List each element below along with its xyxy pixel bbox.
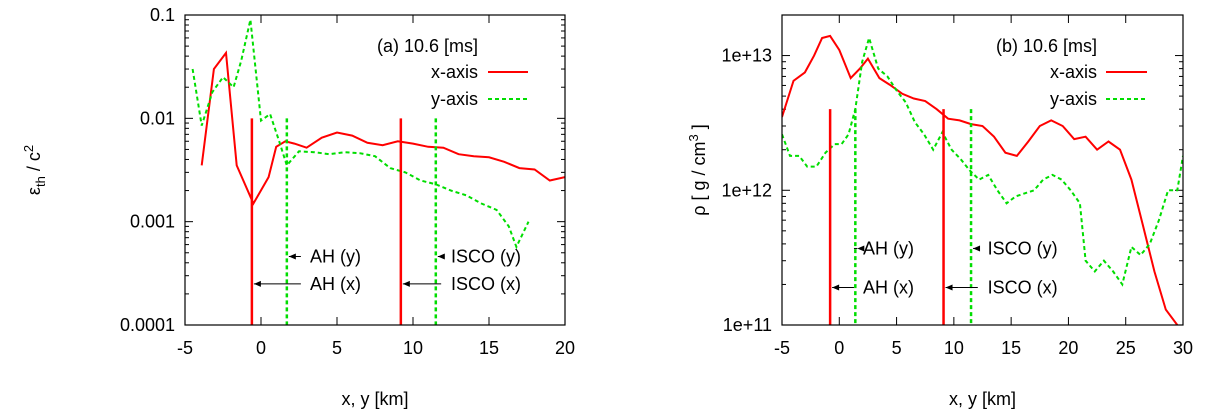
annotation-label: ISCO (y) xyxy=(988,238,1058,258)
legend-label-x-axis: x-axis xyxy=(431,62,478,82)
arrowhead xyxy=(973,245,981,252)
plot-area xyxy=(782,34,1183,325)
panel-a: -5 0 5 10 15 20 0.0001 0.001 0.01 0.1 AH (y) AH (x)… xyxy=(21,5,575,409)
series-line-y-axis xyxy=(782,34,1183,287)
panel-b: -5 0 5 10 15 20 25 30 1e+11 1e+12 1e+13 AH (y) AH (x… xyxy=(686,14,1193,409)
x-tick-label: 0 xyxy=(256,338,266,358)
series-line-y-axis xyxy=(191,19,530,250)
x-tick-label: 25 xyxy=(1116,338,1136,358)
y-tick-label: 1e+12 xyxy=(721,180,772,200)
annotation-label: ISCO (y) xyxy=(451,247,521,267)
legend-label-x-axis: x-axis xyxy=(1050,62,1097,82)
annotation-label: ISCO (x) xyxy=(988,277,1058,297)
panel-label: (a) 10.6 [ms] xyxy=(377,36,478,56)
y-tick-label: 0.1 xyxy=(150,5,175,25)
x-tick-label: 10 xyxy=(944,338,964,358)
arrowhead xyxy=(857,245,865,252)
x-tick-label: 30 xyxy=(1173,338,1193,358)
y-axis-label: εth / c2 xyxy=(21,145,48,195)
x-tick-label: 20 xyxy=(1058,338,1078,358)
x-tick-label: 0 xyxy=(834,338,844,358)
x-tick-label: 5 xyxy=(892,338,902,358)
plot-area xyxy=(191,19,565,325)
arrowhead xyxy=(253,280,261,287)
annotation-label: ISCO (x) xyxy=(451,274,521,294)
legend-label-y-axis: y-axis xyxy=(1050,89,1097,109)
annotation-label: AH (x) xyxy=(863,277,914,297)
plot-frame xyxy=(781,14,1184,326)
arrowhead xyxy=(402,280,410,287)
x-tick-label: 10 xyxy=(403,338,423,358)
y-axis-label: ρ [ g / cm3 ] xyxy=(686,124,709,216)
y-tick-label: 0.01 xyxy=(140,108,175,128)
x-tick-label: 5 xyxy=(332,338,342,358)
arrowhead xyxy=(832,284,840,291)
annotation-label: AH (x) xyxy=(310,274,361,294)
y-tick-label: 0.0001 xyxy=(120,315,175,335)
y-tick-label: 1e+11 xyxy=(723,315,772,335)
panel-label: (b) 10.6 [ms] xyxy=(996,36,1097,56)
annotation-label: AH (y) xyxy=(863,238,914,258)
x-tick-label: 15 xyxy=(479,338,499,358)
plot-frame xyxy=(184,14,566,326)
arrowhead xyxy=(945,284,953,291)
x-tick-label: 20 xyxy=(555,338,575,358)
annotation-label: AH (y) xyxy=(310,247,361,267)
arrowhead xyxy=(437,253,445,260)
x-tick-label: -5 xyxy=(774,338,790,358)
x-axis-label: x, y [km] xyxy=(342,389,409,409)
series-line-x-axis xyxy=(782,34,1179,325)
arrowhead xyxy=(288,253,296,260)
series-line-x-axis xyxy=(200,50,565,206)
x-tick-label: -5 xyxy=(177,338,193,358)
x-axis-label: x, y [km] xyxy=(949,389,1016,409)
y-tick-label: 1e+13 xyxy=(721,46,772,66)
legend-label-y-axis: y-axis xyxy=(431,89,478,109)
x-tick-label: 15 xyxy=(1001,338,1021,358)
y-tick-label: 0.001 xyxy=(130,212,175,232)
